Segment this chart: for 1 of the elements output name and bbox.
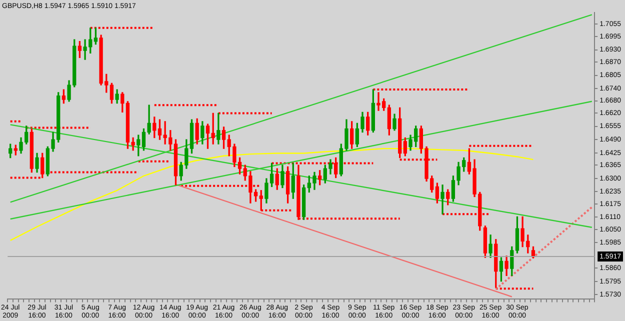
candlestick xyxy=(440,184,444,214)
